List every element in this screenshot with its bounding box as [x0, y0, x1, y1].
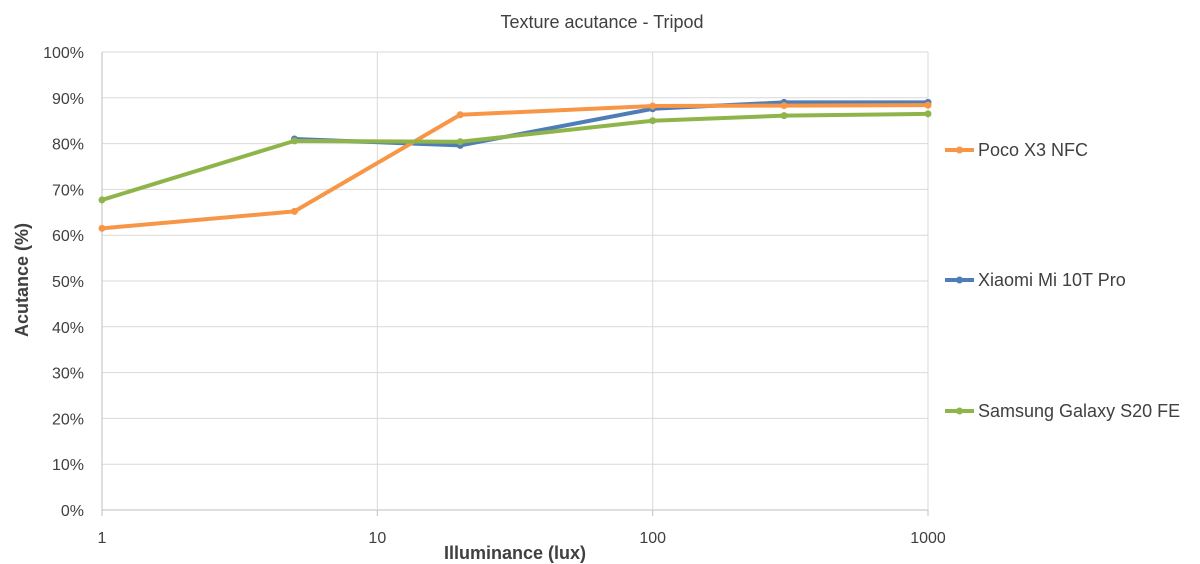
- series-layer: [98, 98, 932, 232]
- x-tick-label: 1: [98, 530, 107, 547]
- legend-label: Poco X3 NFC: [978, 140, 1088, 160]
- legend-marker: [956, 407, 963, 415]
- legend-item: Xiaomi Mi 10T Pro: [945, 270, 1126, 290]
- x-tick-label: 10: [368, 530, 386, 547]
- data-point: [98, 224, 106, 232]
- y-tick-label: 90%: [52, 91, 84, 108]
- data-point: [780, 112, 788, 120]
- legend-item: Poco X3 NFC: [945, 140, 1088, 160]
- legend-item: Samsung Galaxy S20 FE: [945, 401, 1180, 421]
- legend: Poco X3 NFC Xiaomi Mi 10T Pro Samsung Gala…: [945, 140, 1180, 421]
- data-point: [924, 110, 932, 118]
- data-point: [780, 102, 788, 110]
- y-axis-label: Acutance (%): [12, 223, 32, 337]
- y-tick-label: 60%: [52, 228, 84, 245]
- x-tick-label: 1000: [910, 530, 946, 547]
- series-line: [100, 103, 930, 231]
- data-point: [290, 207, 298, 215]
- series-samsung-galaxy-s20-fe: [98, 110, 932, 204]
- y-tick-label: 80%: [52, 137, 84, 154]
- y-tick-label: 0%: [61, 503, 84, 520]
- y-tick-label: 100%: [43, 45, 84, 62]
- data-point: [290, 137, 298, 145]
- data-point: [456, 138, 464, 146]
- tick-layer: 0% 10% 20% 30% 40% 50% 60% 70% 80% 90% 100% 1 10 100 1…: [43, 45, 946, 547]
- legend-marker: [956, 146, 963, 154]
- y-tick-label: 40%: [52, 320, 84, 337]
- data-point: [649, 102, 657, 110]
- series-line: [100, 111, 930, 202]
- data-point: [456, 111, 464, 119]
- legend-label: Samsung Galaxy S20 FE: [978, 401, 1180, 421]
- y-tick-label: 30%: [52, 366, 84, 383]
- y-tick-label: 70%: [52, 182, 84, 199]
- x-axis-label: Illuminance (lux): [444, 543, 586, 563]
- y-tick-label: 10%: [52, 457, 84, 474]
- y-tick-label: 50%: [52, 274, 84, 291]
- legend-marker: [956, 276, 963, 284]
- grid-layer: [101, 51, 929, 516]
- x-tick-label: 100: [639, 530, 666, 547]
- data-point: [924, 101, 932, 109]
- y-tick-label: 20%: [52, 411, 84, 428]
- series-poco-x3-nfc: [98, 101, 932, 232]
- chart-title: Texture acutance - Tripod: [500, 12, 703, 32]
- data-point: [649, 117, 657, 125]
- data-point: [98, 196, 106, 204]
- legend-label: Xiaomi Mi 10T Pro: [978, 270, 1126, 290]
